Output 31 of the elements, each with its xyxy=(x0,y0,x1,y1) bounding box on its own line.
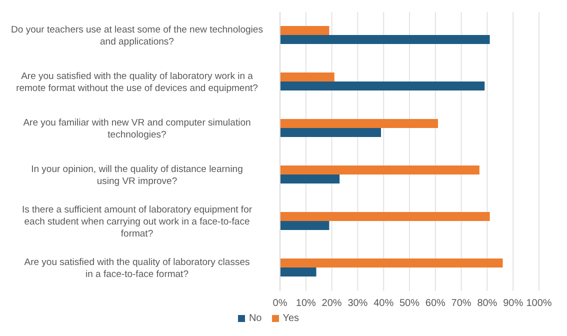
x-tick-label: 90% xyxy=(503,298,524,310)
x-tick-label: 10% xyxy=(296,298,316,310)
x-tick-label: 30% xyxy=(348,298,368,310)
bar xyxy=(280,258,503,268)
y-tick-label: Is there a sufficient amount of laboratory equipment for each student when carrying out work in a face-to-face format? xyxy=(22,204,252,239)
y-tick-label: In your opinion, will the quality of distance learning using VR improve? xyxy=(31,163,243,186)
bar xyxy=(280,128,382,137)
bar xyxy=(280,118,438,128)
bar xyxy=(280,72,334,82)
y-tick-label: Are you satisfied with the quality of laboratory work in a remote format without the use of devices and equipment? xyxy=(16,70,258,94)
x-tick-label: 100% xyxy=(526,298,552,310)
y-tick-label: Are you familiar with new VR and computer simulation technologies? xyxy=(23,116,251,140)
bar xyxy=(280,174,340,184)
bar xyxy=(280,165,480,174)
bar xyxy=(280,34,490,44)
x-tick-label: 70% xyxy=(451,298,472,310)
x-tick-label: 80% xyxy=(477,298,498,310)
legend-label: Yes xyxy=(282,313,300,324)
bar xyxy=(280,212,490,221)
bar xyxy=(280,220,330,230)
bar xyxy=(280,26,330,35)
y-tick-label: Are you satisfied with the quality of laboratory classes in a face-to-face format? xyxy=(24,256,250,280)
x-tick-label: 60% xyxy=(425,298,446,310)
y-tick-label: Do your teachers use at least some of the new technologies and applications? xyxy=(11,24,264,47)
x-tick-label: 0% xyxy=(272,298,288,310)
legend-label: No xyxy=(248,313,262,324)
bar xyxy=(280,267,316,276)
x-tick-label: 50% xyxy=(399,298,420,310)
x-tick-label: 40% xyxy=(374,298,394,310)
x-tick-label: 20% xyxy=(322,298,342,310)
bar xyxy=(280,81,485,90)
